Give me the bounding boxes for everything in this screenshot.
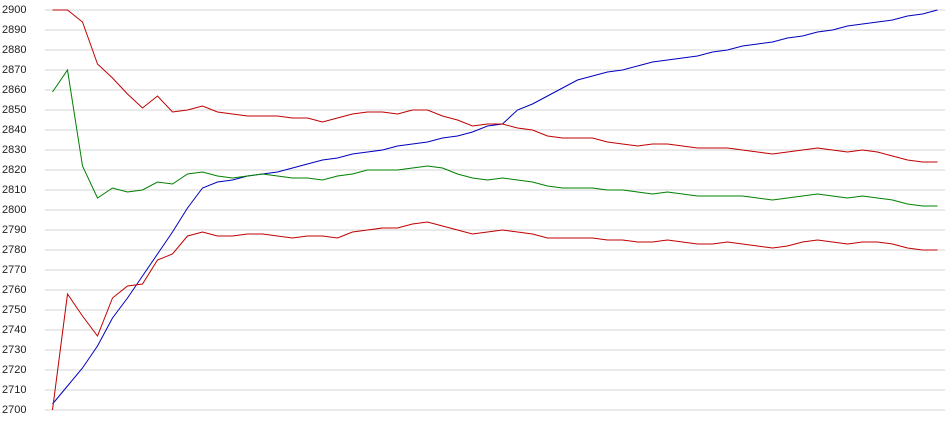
- y-tick-label: 2730: [2, 344, 26, 356]
- y-tick-label: 2790: [2, 224, 26, 236]
- y-tick-label: 2720: [2, 364, 26, 376]
- y-tick-label: 2890: [2, 24, 26, 36]
- y-tick-label: 2750: [2, 304, 26, 316]
- y-tick-label: 2850: [2, 104, 26, 116]
- y-tick-label: 2880: [2, 44, 26, 56]
- y-tick-label: 2860: [2, 84, 26, 96]
- y-tick-label: 2840: [2, 124, 26, 136]
- y-tick-label: 2900: [2, 4, 26, 16]
- series-line: [52, 68, 938, 207]
- y-tick-label: 2700: [2, 404, 26, 416]
- series-line: [52, 9, 938, 405]
- series-line: [52, 9, 938, 163]
- y-tick-label: 2740: [2, 324, 26, 336]
- y-tick-label: 2770: [2, 264, 26, 276]
- y-tick-label: 2800: [2, 204, 26, 216]
- y-tick-label: 2810: [2, 184, 26, 196]
- series-line: [52, 221, 938, 411]
- y-tick-label: 2870: [2, 64, 26, 76]
- y-tick-label: 2830: [2, 144, 26, 156]
- y-tick-label: 2820: [2, 164, 26, 176]
- y-tick-label: 2710: [2, 384, 26, 396]
- y-tick-label: 2780: [2, 244, 26, 256]
- y-tick-label: 2760: [2, 284, 26, 296]
